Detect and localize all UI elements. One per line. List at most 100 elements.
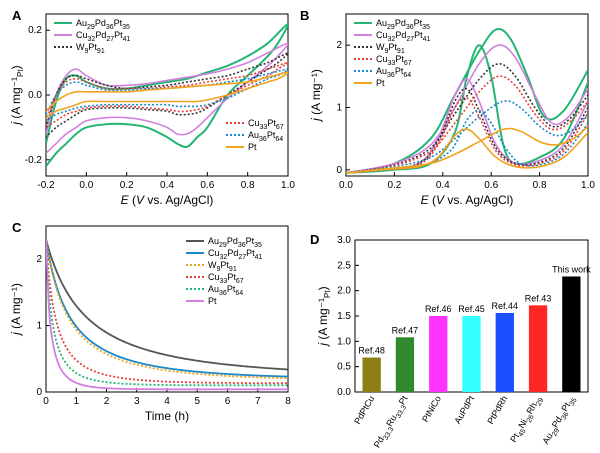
x-tick-label: 7	[255, 396, 261, 407]
x-tick-label: 3	[134, 396, 140, 407]
series-line-au36pt64	[46, 68, 288, 122]
formula-element: Pt	[246, 248, 255, 258]
legend-label-au29pd36pt35: Au29Pd36Pt35	[208, 236, 262, 249]
series-backward-w9pt91	[346, 87, 588, 174]
x-tick-label: 1.0	[281, 180, 295, 191]
panel-a: A -0.2 0.0 0.2 0.4 0.6 0.8 1.0 -0.2 0.0 0.2 E (V vs…	[9, 8, 295, 207]
x-tick-label: 0.8	[241, 180, 255, 191]
formula-subscript: 26	[526, 414, 536, 424]
formula-subscript: 41	[255, 254, 263, 261]
x-label-part: vs. Ag/AgCl)	[444, 193, 513, 207]
formula-subscript: 29	[87, 24, 95, 31]
series-line-pt	[46, 239, 288, 391]
series-forward-cu32pd27pt41	[346, 44, 588, 174]
y-tick-label: 3.0	[337, 235, 351, 246]
x-tick-label: 8	[285, 396, 291, 407]
x-axis-label: E (V vs. Ag/AgCl)	[121, 193, 214, 207]
category-label-pt45ni26rh29: Pt45Ni26Rh29	[508, 394, 545, 446]
series-line-cu32pd27pt41	[46, 239, 288, 378]
legend-label-w9pt91: W9Pt91	[376, 42, 405, 55]
x-label-part: V	[136, 193, 145, 207]
formula-subscript: 27	[406, 36, 414, 43]
y-tick-label: 1	[336, 102, 342, 113]
x-tick-label: 0.0	[339, 180, 353, 191]
formula-subscript: 36	[238, 242, 246, 249]
formula-element: Pd	[550, 415, 564, 430]
series-backward-cu33pt67	[346, 96, 588, 174]
panel-label: D	[310, 232, 319, 247]
formula-element: Pt	[397, 394, 410, 407]
bar-pd33-3ru33-3pt	[395, 337, 415, 392]
formula-subscript: 36	[219, 290, 227, 297]
formula-element: AuPdPt	[452, 394, 476, 426]
y-tick-label: 2.0	[337, 286, 351, 297]
y-tick-label: 1	[36, 321, 42, 332]
bar-label-ref-45: Ref.45	[458, 304, 485, 314]
formula-element: Pt	[248, 142, 257, 152]
formula-element: Pd	[372, 435, 386, 448]
legend-label-cu32pd27pt41: Cu32Pd27Pt41	[76, 30, 131, 43]
x-tick-label: 0	[43, 396, 49, 407]
formula-subscript: 36	[106, 24, 114, 31]
formula-subscript: 35	[254, 242, 262, 249]
x-tick-label: 0.2	[387, 180, 401, 191]
x-axis-label: Time (h)	[145, 409, 189, 423]
formula-subscript: 45	[518, 428, 528, 438]
formula-subscript: 91	[229, 266, 237, 273]
x-tick-label: 4	[164, 396, 170, 407]
formula-element: Pd	[95, 30, 106, 40]
legend-label-cu32pd27pt41: Cu32Pd27Pt41	[376, 30, 431, 43]
legend-label-cu32pd27pt41: Cu32Pd27Pt41	[208, 248, 263, 261]
formula-subscript: 27	[106, 36, 114, 43]
y-label-part: (A mg⁻¹	[316, 298, 330, 343]
formula-element: PdPtCu	[352, 394, 376, 426]
formula-element: Pd	[95, 18, 106, 28]
formula-subscript: 29	[387, 24, 395, 31]
formula-element: Au	[76, 18, 87, 28]
series-line-au36pt64	[46, 239, 288, 387]
formula-subscript: 41	[423, 36, 431, 43]
formula-element: Pt	[88, 42, 97, 52]
legend-label-au36pt64: Au36Pt64	[248, 130, 283, 143]
formula-subscript: 29	[535, 397, 545, 407]
formula-element: Pt	[414, 30, 423, 40]
formula-subscript: 67	[236, 278, 244, 285]
x-tick-label: 0.6	[200, 180, 214, 191]
y-tick-label: 1.5	[337, 311, 351, 322]
series-forward-pt	[346, 125, 588, 174]
y-tick-label: 0.0	[337, 387, 351, 398]
formula-element: Au	[376, 18, 387, 28]
panel-d: D0.00.51.01.52.02.53.0j (A mg⁻¹Pt)Ref.48…	[310, 232, 591, 449]
x-axis-label: E (V vs. Ag/AgCl)	[421, 193, 514, 207]
y-tick-label: 0.5	[337, 362, 351, 373]
formula-element: W	[76, 42, 85, 52]
formula-subscript: 64	[403, 72, 411, 79]
formula-subscript: 67	[276, 124, 284, 131]
formula-subscript: 36	[406, 24, 414, 31]
panel-b: B 0.0 0.2 0.4 0.6 0.8 1.0 0 1 2 E (V vs. Ag/AgCl) j…	[300, 8, 595, 207]
formula-element: Pd	[395, 30, 406, 40]
formula-element: Cu	[376, 54, 388, 64]
series-line-cu33pt67	[46, 239, 288, 385]
legend-label-w9pt91: W9Pt91	[208, 260, 237, 273]
x-tick-label: 5	[194, 396, 200, 407]
formula-element: Pt	[376, 78, 385, 88]
y-tick-label: 0.2	[28, 25, 42, 36]
formula-element: Pt	[414, 18, 423, 28]
formula-element: Pt	[246, 236, 255, 246]
formula-element: Pt	[227, 272, 236, 282]
formula-subscript: 32	[88, 36, 96, 43]
formula-element: Pt	[114, 30, 123, 40]
formula-element: Pt	[395, 54, 404, 64]
legend-label-pt: Pt	[248, 142, 257, 152]
series-line-w9pt91	[46, 239, 288, 380]
y-label-part: )	[316, 286, 330, 290]
formula-element: W	[376, 42, 385, 52]
series-line-w9pt91	[46, 52, 288, 138]
formula-subscript: 33.3	[395, 404, 408, 419]
y-tick-label: 1.0	[337, 336, 351, 347]
bar-ptpdrh	[495, 312, 514, 392]
formula-subscript: 35	[569, 397, 579, 407]
series-line-cu33pt67	[46, 61, 288, 129]
legend-label-au36pt64: Au36Pt64	[376, 66, 411, 79]
